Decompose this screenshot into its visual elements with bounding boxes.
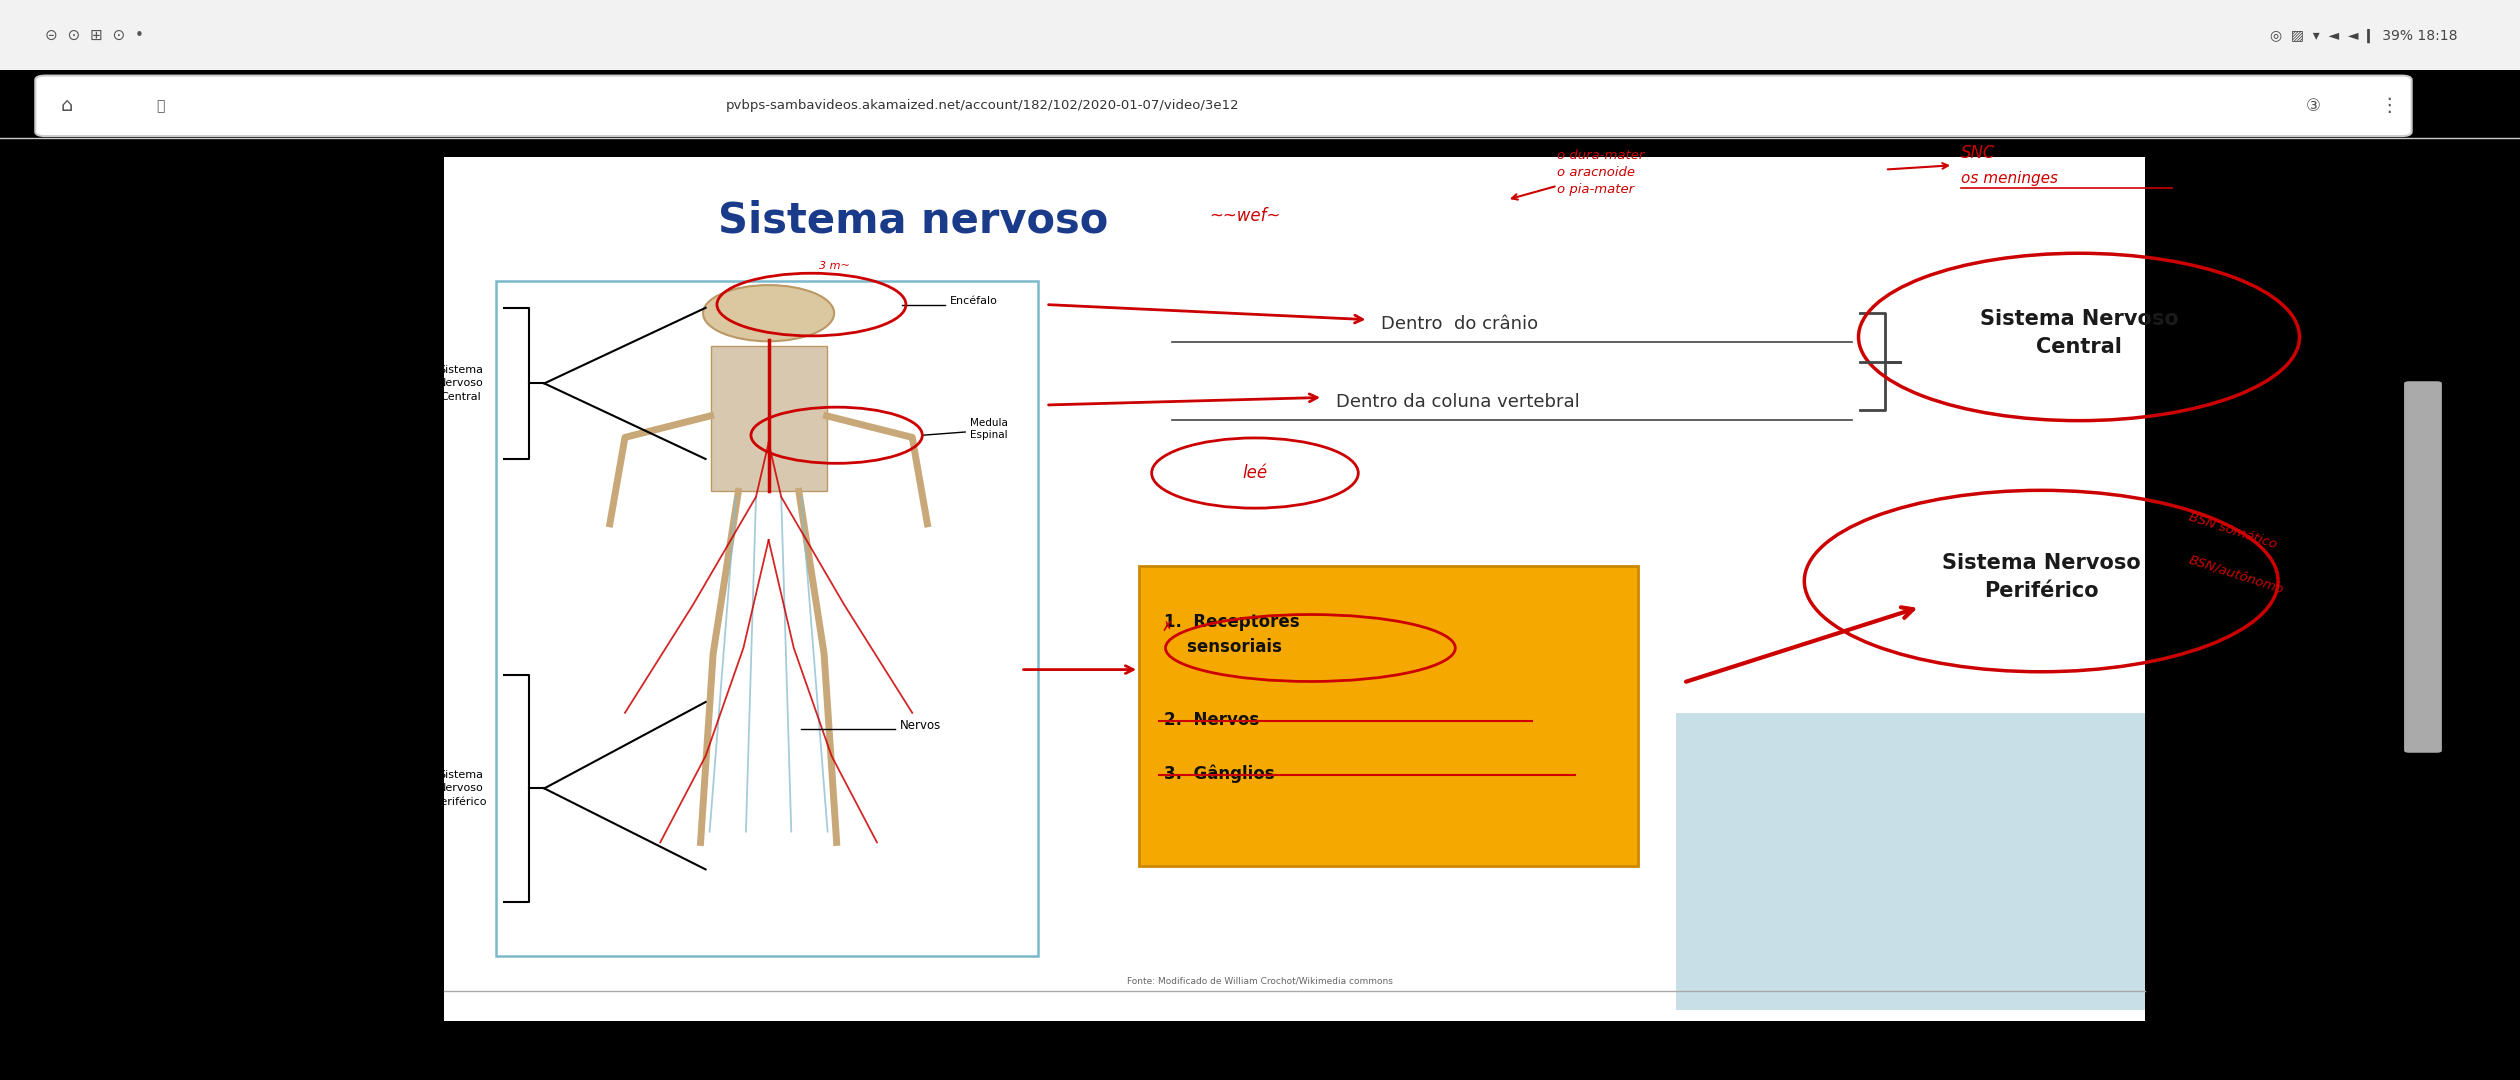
Text: Nervos: Nervos: [900, 719, 940, 732]
Text: ③: ③: [2306, 97, 2321, 114]
Text: SNC: SNC: [1961, 145, 1996, 162]
Text: 3 m~: 3 m~: [819, 260, 849, 271]
Text: o dura-mater
o aracnoide
o pia-mater: o dura-mater o aracnoide o pia-mater: [1557, 149, 1646, 197]
Text: Encéfalo: Encéfalo: [950, 296, 998, 307]
FancyBboxPatch shape: [35, 76, 2412, 136]
Text: Sistema Nervoso
Periférico: Sistema Nervoso Periférico: [1943, 553, 2139, 600]
Text: BSN somático: BSN somático: [2187, 511, 2278, 552]
FancyBboxPatch shape: [1139, 566, 1638, 866]
FancyBboxPatch shape: [0, 0, 2520, 70]
Text: BSN/autônomo: BSN/autônomo: [2187, 553, 2286, 596]
Text: Fonte: Modificado de William Crochot/Wikimedia commons: Fonte: Modificado de William Crochot/Wik…: [1126, 976, 1394, 985]
Text: Sistema
Nervoso
Central: Sistema Nervoso Central: [438, 365, 484, 402]
Circle shape: [703, 285, 834, 341]
Text: 2.  Nervos: 2. Nervos: [1164, 711, 1260, 729]
Text: Sistema nervoso: Sistema nervoso: [718, 200, 1109, 241]
Text: os meninges: os meninges: [1961, 171, 2056, 186]
Text: ✗: ✗: [1162, 620, 1174, 633]
Text: Medula
Espinal: Medula Espinal: [970, 418, 1008, 440]
Text: ⊝  ⊙  ⊞  ⊙  •: ⊝ ⊙ ⊞ ⊙ •: [45, 28, 144, 43]
Text: ⋮: ⋮: [2379, 96, 2399, 116]
FancyBboxPatch shape: [444, 157, 2145, 1021]
Text: Dentro  do crânio: Dentro do crânio: [1381, 315, 1537, 333]
Text: Dentro da coluna vertebral: Dentro da coluna vertebral: [1336, 393, 1580, 410]
Text: Sistema
Nervoso
Periférico: Sistema Nervoso Periférico: [436, 770, 486, 807]
FancyBboxPatch shape: [1676, 713, 2145, 1010]
Text: ~~wef~: ~~wef~: [1210, 207, 1280, 225]
Text: ◎  ▨  ▾  ◄  ◄  ▎ 39% 18:18: ◎ ▨ ▾ ◄ ◄ ▎ 39% 18:18: [2271, 28, 2457, 43]
Text: ⌂: ⌂: [60, 96, 73, 116]
Text: leé: leé: [1242, 464, 1268, 482]
Text: Sistema Nervoso
Central: Sistema Nervoso Central: [1981, 309, 2177, 356]
Text: 3.  Gânglios: 3. Gânglios: [1164, 765, 1275, 783]
FancyBboxPatch shape: [2404, 381, 2442, 753]
Text: 1.  Receptores
    sensoriais: 1. Receptores sensoriais: [1164, 613, 1300, 657]
Text: ⓘ: ⓘ: [156, 99, 164, 112]
FancyBboxPatch shape: [711, 346, 827, 491]
Text: pvbps-sambavideos.akamaized.net/account/182/102/2020-01-07/video/3e12: pvbps-sambavideos.akamaized.net/account/…: [726, 99, 1240, 112]
